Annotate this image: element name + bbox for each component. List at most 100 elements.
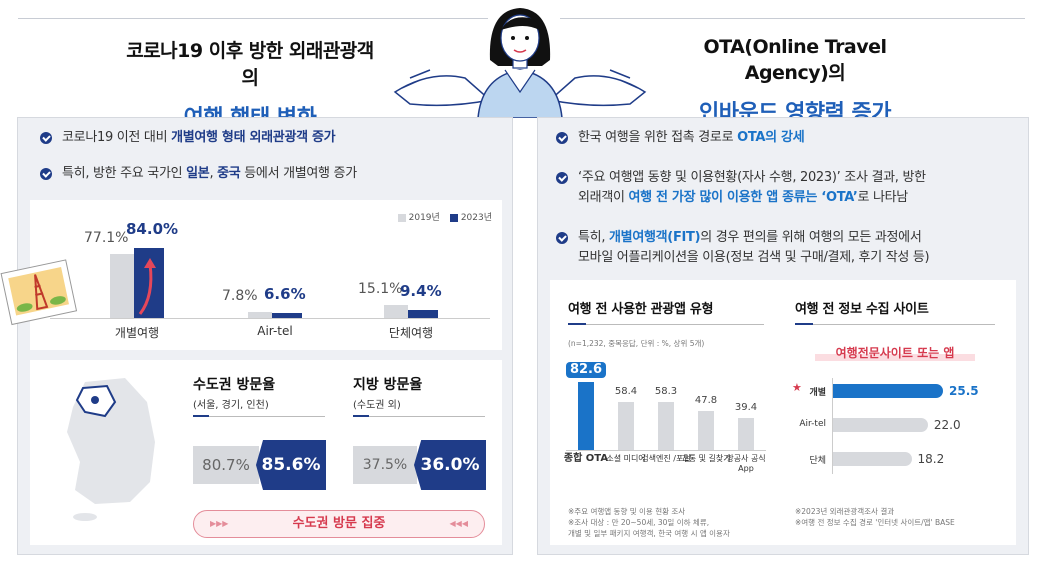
info-foot-1: ※2023년 외래관광객조사 결과 — [795, 506, 955, 517]
right-header: OTA(Online Travel Agency)의 인바운드 영향력 증가 — [660, 36, 930, 127]
app-category: 항공사 공식 App — [721, 454, 771, 474]
right-bullet-3-text: 특히, 개별여행객(FIT)의 경우 편의를 위해 여행의 모든 과정에서 모바… — [578, 228, 929, 268]
bar-2019 — [384, 305, 408, 318]
legend-2019: 2019년 — [398, 210, 440, 223]
value-2023: 6.6% — [264, 285, 306, 303]
app-type-note: (n=1,232, 중복응답, 단위 : %, 상위 5개) — [568, 338, 704, 349]
local-old-box: 37.5% — [353, 446, 417, 484]
right-bullet-2-text: ‘주요 여행앱 동향 및 이용현황(자사 수행, 2023)’ 조사 결과, 방… — [578, 168, 926, 208]
rising-arrow-icon — [134, 256, 164, 316]
check-circle-icon — [556, 132, 568, 144]
info-foot-2: ※여행 전 정보 수집 경로 '인터넷 사이트/앱' BASE — [795, 517, 955, 528]
right-bullet-2-post: 로 나타남 — [857, 190, 907, 205]
left-bullet-1: 코로나19 이전 대비 개별여행 형태 외래관광객 증가 — [40, 128, 335, 148]
capital-visit-title: 수도권 방문율 — [193, 374, 275, 394]
eiffel-photo-icon — [0, 258, 80, 328]
check-circle-icon — [40, 168, 52, 180]
app-bar — [738, 418, 754, 450]
app-baseline — [566, 450, 766, 451]
info-value: 22.0 — [934, 418, 961, 432]
right-bullet-3-line2: 모바일 어플리케이션을 이용(정보 검색 및 구매/결제, 후기 작성 등) — [578, 250, 929, 265]
check-circle-icon — [556, 232, 568, 244]
value-2023: 9.4% — [400, 282, 442, 300]
app-value: 58.3 — [646, 386, 686, 397]
app-foot-1: ※주요 여행앱 동향 및 이용 현황 조사 — [568, 506, 730, 517]
left-bullet-1-pre: 코로나19 이전 대비 — [62, 130, 171, 145]
left-bullet-2-post: 등에서 개별여행 증가 — [240, 166, 356, 181]
right-bullet-2-pre: 외래객이 — [578, 190, 628, 205]
app-value: 82.6 — [566, 362, 606, 378]
left-bullet-2-pre: 특히, 방한 주요 국가인 — [62, 166, 186, 181]
capital-rule — [193, 416, 325, 417]
right-bullet-2-highlight: 여행 전 가장 많이 이용한 앱 종류는 ‘OTA’ — [628, 190, 857, 205]
category-label: Air-tel — [225, 324, 325, 338]
info-category: 개별 — [776, 385, 826, 398]
right-bullet-1-highlight: OTA의 강세 — [737, 130, 804, 145]
info-source-rule-accent — [795, 323, 813, 325]
app-foot-2: ※조사 대상 : 만 20~50세, 30일 이하 체류, — [568, 517, 730, 528]
pill-arrows-right: ◀◀◀ — [450, 511, 468, 537]
category-label: 개별여행 — [87, 324, 187, 341]
info-bar — [833, 452, 912, 466]
app-type-rule-accent — [568, 323, 586, 325]
right-bullet-3: 특히, 개별여행객(FIT)의 경우 편의를 위해 여행의 모든 과정에서 모바… — [556, 228, 929, 268]
local-visit-title: 지방 방문율 — [353, 374, 422, 394]
app-value: 58.4 — [606, 386, 646, 397]
value-2019: 15.1% — [358, 281, 402, 297]
local-visit-subtitle: (수도권 외) — [353, 396, 401, 411]
legend-2019-swatch — [398, 214, 406, 222]
right-bullet-2: ‘주요 여행앱 동향 및 이용현황(자사 수행, 2023)’ 조사 결과, 방… — [556, 168, 926, 208]
value-2019: 7.8% — [222, 288, 258, 304]
app-value: 39.4 — [726, 402, 766, 413]
left-bullet-2-text: 특히, 방한 주요 국가인 일본, 중국 등에서 개별여행 증가 — [62, 164, 357, 184]
pill-arrows-left: ▶▶▶ — [210, 511, 228, 537]
right-bullet-3-pre: 특히, — [578, 230, 609, 245]
left-bullet-1-text: 코로나19 이전 대비 개별여행 형태 외래관광객 증가 — [62, 128, 335, 148]
right-bullet-3-highlight: 개별여행객(FIT) — [609, 230, 700, 245]
capital-rule-accent — [193, 415, 209, 417]
value-2019: 77.1% — [84, 230, 128, 246]
woman-illustration-icon — [390, 0, 650, 118]
info-bar — [833, 384, 943, 398]
bar-2023 — [408, 310, 438, 318]
right-bullet-2-line1: ‘주요 여행앱 동향 및 이용현황(자사 수행, 2023)’ 조사 결과, 방… — [578, 170, 926, 185]
category-label: 단체여행 — [361, 324, 461, 341]
left-bullet-2-sep: , — [209, 166, 217, 181]
check-circle-icon — [556, 172, 568, 184]
value-2023: 84.0% — [126, 220, 178, 238]
app-value: 47.8 — [686, 395, 726, 406]
local-new-box: 36.0% — [414, 440, 486, 490]
legend-2023-swatch — [450, 214, 458, 222]
app-bar — [698, 411, 714, 450]
capital-new-box: 85.6% — [256, 440, 326, 490]
baseline — [50, 318, 490, 319]
info-banner: 여행전문사이트 또는 앱 — [815, 344, 975, 361]
bar-2019 — [110, 254, 134, 318]
app-bar — [578, 382, 594, 450]
capital-old-box: 80.7% — [193, 446, 259, 484]
info-bar — [833, 418, 928, 432]
korea-map-icon — [55, 372, 165, 522]
info-value: 18.2 — [918, 452, 945, 466]
pill-text: 수도권 방문 집중 — [293, 516, 386, 531]
legend-2023-label: 2023년 — [461, 213, 492, 223]
app-footnote: ※주요 여행앱 동향 및 이용 현황 조사 ※조사 대상 : 만 20~50세,… — [568, 506, 730, 539]
left-header-line1: 코로나19 이후 방한 외래관광객의 — [120, 36, 380, 90]
left-bullet-2-japan: 일본 — [186, 166, 209, 181]
info-source-rule — [795, 324, 995, 325]
travel-type-chart: 2019년 2023년 77.1% 84.0% 개별여행 7.8% 6.6% Air-te… — [30, 200, 502, 350]
left-bullet-1-highlight: 개별여행 형태 외래관광객 증가 — [171, 130, 335, 145]
local-rule — [353, 416, 485, 417]
info-category: 단체 — [776, 453, 826, 466]
app-bar — [658, 402, 674, 450]
local-rule-accent — [353, 415, 369, 417]
right-bullet-3-post: 의 경우 편의를 위해 여행의 모든 과정에서 — [700, 230, 921, 245]
info-footnote: ※2023년 외래관광객조사 결과 ※여행 전 정보 수집 경로 '인터넷 사이… — [795, 506, 955, 528]
info-category: Air-tel — [776, 419, 826, 429]
chart-legend: 2019년 2023년 — [398, 210, 492, 223]
right-bullet-1-pre: 한국 여행을 위한 접촉 경로로 — [578, 130, 737, 145]
info-source-title: 여행 전 정보 수집 사이트 — [795, 298, 929, 317]
right-bullet-1: 한국 여행을 위한 접촉 경로로 OTA의 강세 — [556, 128, 804, 148]
capital-visit-subtitle: (서울, 경기, 인천) — [193, 396, 269, 411]
left-bullet-2-china: 중국 — [217, 166, 240, 181]
